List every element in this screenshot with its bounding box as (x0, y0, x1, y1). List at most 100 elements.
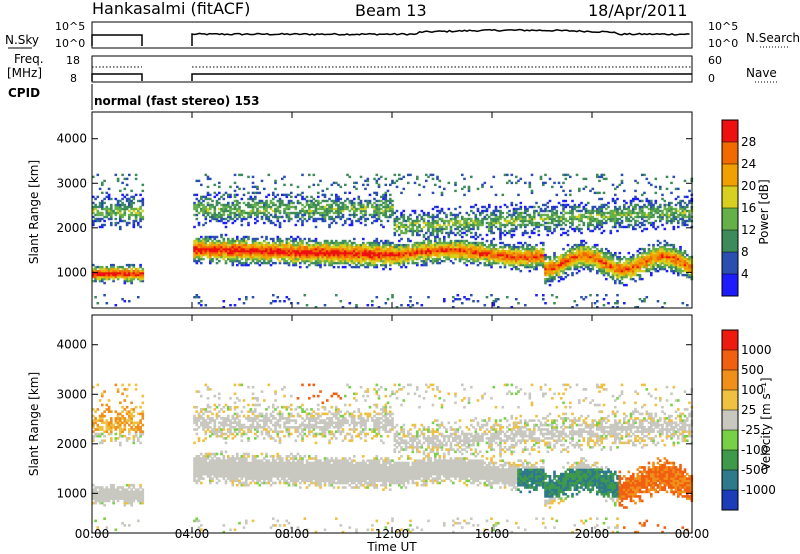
power-cell (452, 221, 455, 225)
power-cell (290, 235, 293, 239)
power-cell (294, 259, 298, 263)
power-cell (413, 223, 417, 227)
power-cell (407, 251, 410, 255)
power-cell (510, 217, 514, 221)
power-cell (391, 294, 394, 297)
power-cell (434, 253, 437, 257)
power-cell (510, 251, 514, 255)
power-cell (247, 255, 250, 259)
power-cell (371, 245, 374, 249)
power-cell (323, 259, 327, 263)
power-cell (377, 185, 381, 189)
power-cell (686, 205, 689, 209)
power-cell (688, 269, 691, 273)
power-cell (539, 253, 543, 257)
power-cell (656, 300, 660, 303)
power-cell (301, 253, 304, 257)
power-cell (94, 203, 97, 207)
power-cell (445, 213, 448, 217)
power-cell (290, 195, 293, 199)
power-cell (476, 300, 480, 303)
power-cell (251, 211, 255, 215)
power-cell (578, 265, 581, 269)
power-cell (510, 257, 514, 261)
power-cell (344, 241, 347, 245)
power-cell (458, 241, 462, 245)
power-cell (371, 241, 374, 245)
power-cell (481, 217, 484, 221)
power-cell (229, 213, 232, 217)
power-cell (598, 259, 601, 263)
power-cell (605, 265, 608, 269)
power-cell (431, 207, 435, 211)
power-cell (290, 251, 293, 255)
power-cell (526, 213, 529, 217)
power-cell (227, 255, 230, 259)
power-cell (598, 269, 601, 273)
power-cell (411, 247, 415, 251)
power-cell (258, 253, 262, 257)
power-cell (618, 223, 622, 227)
power-cell (301, 239, 304, 243)
power-cell (393, 211, 397, 215)
power-cell (526, 261, 529, 265)
power-cell (440, 247, 444, 251)
power-cell (391, 213, 394, 217)
power-cell (438, 255, 442, 259)
power-cell (269, 213, 273, 217)
power-cell (528, 181, 532, 185)
power-cell (382, 261, 385, 265)
power-cell (600, 225, 604, 229)
power-cell (542, 249, 545, 253)
power-cell (134, 219, 138, 223)
power-cell (458, 243, 462, 247)
power-cell (472, 259, 475, 263)
power-cell (317, 217, 320, 221)
power-cell (636, 197, 640, 201)
power-cell (368, 251, 372, 255)
power-cell (654, 251, 658, 255)
power-cell (465, 211, 469, 215)
power-cell (564, 267, 568, 271)
power-cell (647, 211, 651, 215)
power-cell (96, 195, 100, 199)
power-cell (256, 251, 259, 255)
power-cell (593, 191, 597, 195)
power-cell (197, 223, 201, 227)
power-cell (510, 173, 514, 177)
power-cell (197, 203, 201, 207)
power-cell (528, 185, 532, 189)
power-cell (312, 243, 316, 247)
power-cell (258, 199, 262, 203)
power-cell (206, 177, 210, 181)
power-cell (472, 245, 475, 249)
power-cell (425, 249, 428, 253)
power-cell (195, 243, 199, 247)
power-cell (294, 251, 298, 255)
power-cell (553, 275, 556, 279)
power-cell (481, 255, 484, 259)
power-cell (672, 255, 676, 259)
power-cell (227, 193, 230, 197)
power-cell (134, 217, 138, 221)
power-cell (366, 265, 370, 269)
power-cell (301, 241, 304, 245)
power-cell (582, 247, 586, 251)
power-cell (319, 241, 322, 245)
power-cell (539, 263, 543, 267)
power-cell (330, 257, 334, 261)
power-cell (501, 249, 505, 253)
power-cell (227, 195, 230, 199)
power-cell (359, 263, 363, 267)
power-heatmap (92, 173, 694, 309)
power-cell (553, 267, 556, 271)
power-cell (492, 304, 496, 307)
power-cell (609, 259, 613, 263)
power-cell (614, 223, 617, 227)
power-cell (332, 261, 336, 265)
power-cell (303, 259, 307, 263)
power-cell (398, 177, 401, 181)
power-cell (501, 231, 505, 235)
power-cell (683, 211, 687, 215)
power-cell (465, 225, 469, 229)
